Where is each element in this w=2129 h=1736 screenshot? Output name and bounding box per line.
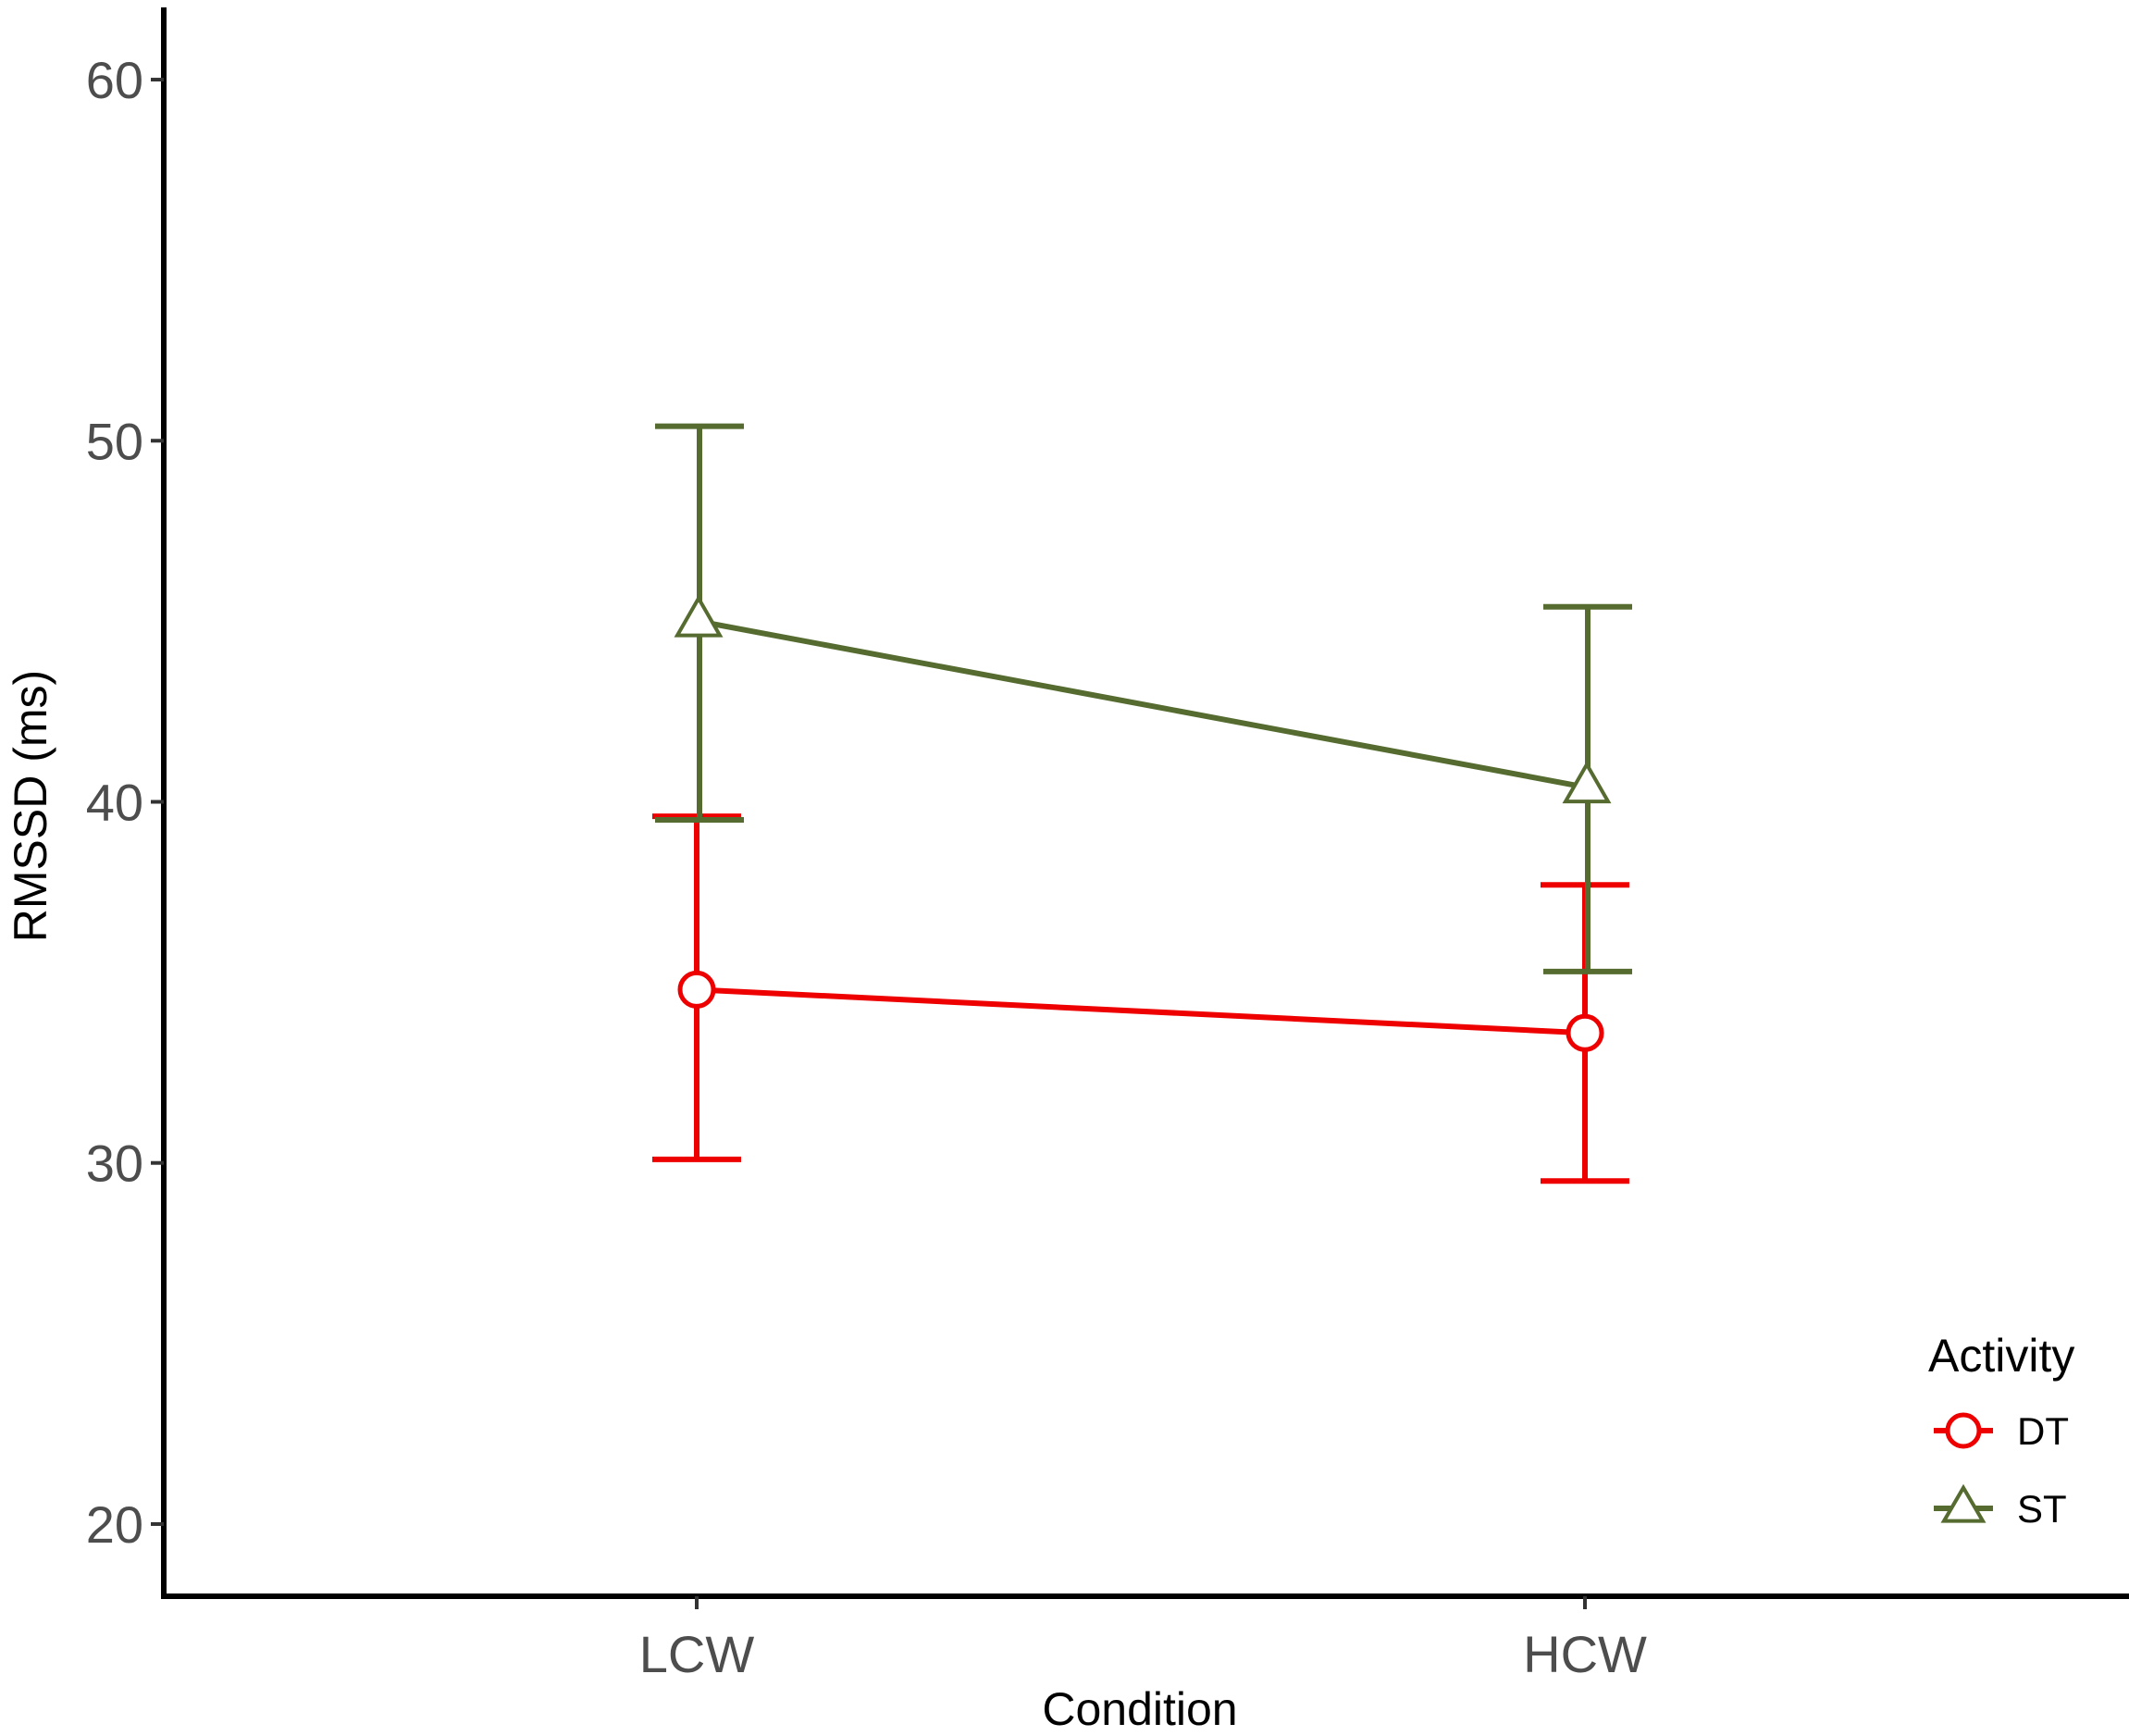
- x-tick-label: HCW: [1523, 1625, 1647, 1683]
- ticks: 20 30 40 50 60 LCW HCW: [86, 51, 1647, 1683]
- legend-key-marker: [1945, 1412, 1982, 1449]
- y-tick-label: 30: [86, 1135, 143, 1193]
- y-tick-label: 60: [86, 51, 143, 109]
- y-tick-label: 50: [86, 412, 143, 470]
- data-point: [674, 594, 724, 638]
- x-tick-label: LCW: [639, 1625, 755, 1683]
- series-line: [696, 986, 1586, 1036]
- legend-item-dt: DT: [1934, 1409, 2069, 1453]
- legend-item-st: ST: [1934, 1483, 2067, 1531]
- legend: Activity DT ST: [1928, 1330, 2074, 1531]
- y-tick-label: 40: [86, 774, 143, 832]
- y-axis-title: RMSSD (ms): [5, 670, 56, 942]
- series-line: [698, 618, 1588, 790]
- series-dt: [652, 813, 1629, 1184]
- legend-label: DT: [2017, 1409, 2069, 1453]
- axes: [161, 7, 2129, 1599]
- x-axis-title: Condition: [1042, 1683, 1237, 1735]
- series-st: [655, 423, 1632, 974]
- data-point: [677, 970, 716, 1009]
- data-point: [1566, 1013, 1604, 1052]
- series: [652, 423, 1632, 1184]
- data-point: [1562, 761, 1612, 804]
- legend-label: ST: [2017, 1487, 2067, 1531]
- legend-title: Activity: [1928, 1330, 2074, 1382]
- y-tick-label: 20: [86, 1495, 143, 1554]
- legend-key-marker: [1940, 1483, 1987, 1523]
